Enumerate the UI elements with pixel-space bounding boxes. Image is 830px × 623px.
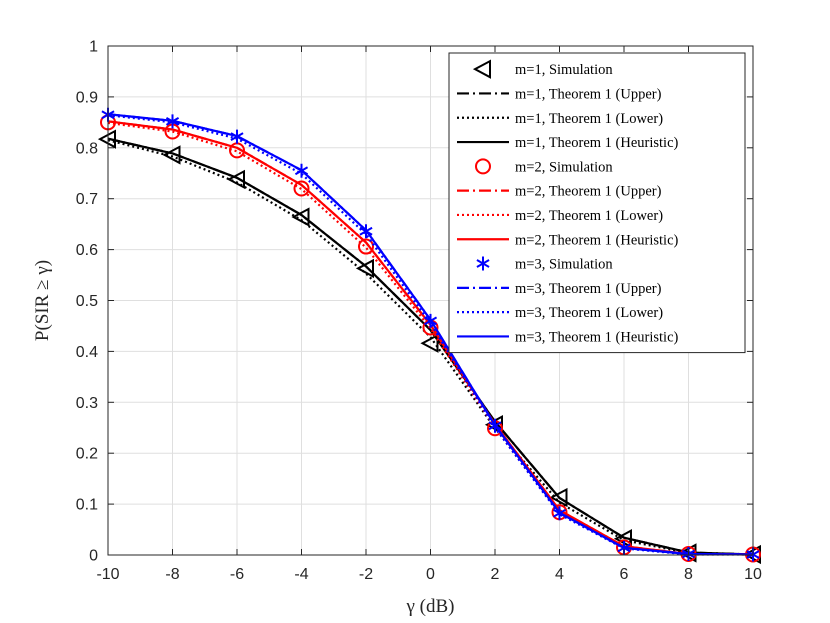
y-tick-label: 0.2 [76, 446, 98, 463]
legend-label: m=1, Theorem 1 (Heuristic) [515, 135, 679, 151]
x-tick-label: 0 [426, 566, 435, 583]
legend-label: m=1, Simulation [515, 62, 613, 78]
x-tick-label: 10 [744, 566, 762, 583]
y-tick-label: 0.8 [76, 140, 98, 157]
legend-entry: m=1, Theorem 1 (Heuristic) [457, 135, 679, 151]
legend-entry: m=2, Theorem 1 (Heuristic) [457, 232, 679, 248]
y-tick-label: 0 [89, 548, 98, 565]
x-tick-label: 8 [684, 566, 693, 583]
y-tick-label: 0.3 [76, 395, 98, 412]
x-tick-label: -2 [359, 566, 373, 583]
x-tick-label: -4 [294, 566, 308, 583]
x-tick-label: 2 [491, 566, 500, 583]
legend-label: m=2, Simulation [515, 159, 613, 175]
series-line [107, 113, 754, 556]
series-4 [107, 137, 754, 556]
axis-ticks: -10 -8 -6 -4 -2 0 2 4 6 8 10 0 0.1 0.2 0.3 0.4 0.5 0.6 0.7… [76, 39, 762, 584]
legend-label: m=1, Theorem 1 (Lower) [515, 111, 663, 127]
y-tick-label: 0.1 [76, 497, 98, 514]
legend-box [448, 52, 746, 354]
legend-entry: m=3, Theorem 1 (Heuristic) [457, 329, 679, 345]
legend-label: m=2, Theorem 1 (Heuristic) [515, 232, 679, 248]
legend-label: m=2, Theorem 1 (Lower) [515, 208, 663, 224]
x-tick-label: -10 [96, 566, 119, 583]
x-axis-label: γ (dB) [406, 596, 455, 617]
series-12 [107, 113, 754, 556]
data-point [293, 180, 310, 197]
legend-entry: m=1, Theorem 1 (Lower) [457, 111, 663, 127]
data-point [549, 487, 568, 508]
data-point [355, 258, 374, 279]
legend-label: m=2, Theorem 1 (Upper) [515, 184, 662, 200]
legend-label: m=3, Simulation [515, 257, 613, 273]
x-tick-label: 6 [620, 566, 629, 583]
legend-marker [472, 59, 491, 79]
y-tick-label: 0.9 [76, 89, 98, 106]
x-tick-label: 4 [555, 566, 564, 583]
y-tick-label: 0.6 [76, 242, 98, 259]
legend-entry: m=1, Simulation [472, 59, 613, 79]
data-point [358, 238, 374, 255]
legend-marker [476, 256, 490, 271]
x-tick-label: -6 [230, 566, 244, 583]
series-line [107, 121, 754, 556]
series-layer [97, 107, 761, 565]
y-axis-label: P(SIR ≥ γ) [32, 260, 53, 341]
legend-marker [475, 158, 491, 175]
legend-entry: m=2, Theorem 1 (Upper) [457, 184, 662, 200]
y-tick-label: 0.4 [76, 344, 98, 361]
legend-entry: m=3, Theorem 1 (Upper) [457, 281, 662, 297]
legend-entry: m=3, Simulation [476, 256, 613, 273]
legend-label: m=3, Theorem 1 (Heuristic) [515, 329, 679, 345]
series-3 [107, 139, 754, 556]
x-tick-label: -8 [165, 566, 179, 583]
legend-label: m=3, Theorem 1 (Upper) [515, 281, 662, 297]
y-tick-label: 0.7 [76, 191, 98, 208]
y-tick-label: 0.5 [76, 293, 98, 310]
series-line [107, 137, 754, 556]
legend-entry: m=2, Simulation [475, 158, 613, 175]
series-line [107, 139, 754, 556]
legend-entry: m=1, Theorem 1 (Upper) [457, 86, 662, 102]
legend-label: m=3, Theorem 1 (Lower) [515, 305, 663, 321]
series-7 [107, 121, 754, 556]
data-point [420, 333, 439, 353]
legend: m=1, Simulation m=1, Theorem 1 (Upper) m=1… [448, 52, 746, 354]
legend-label: m=1, Theorem 1 (Upper) [515, 86, 662, 102]
legend-entry: m=3, Theorem 1 (Lower) [457, 305, 663, 321]
y-tick-label: 1 [89, 39, 98, 56]
legend-entry: m=2, Theorem 1 (Lower) [457, 208, 663, 224]
